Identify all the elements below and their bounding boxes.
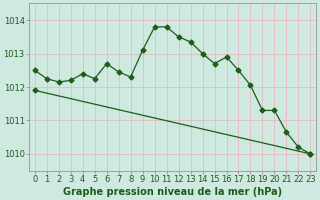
X-axis label: Graphe pression niveau de la mer (hPa): Graphe pression niveau de la mer (hPa) xyxy=(63,187,282,197)
